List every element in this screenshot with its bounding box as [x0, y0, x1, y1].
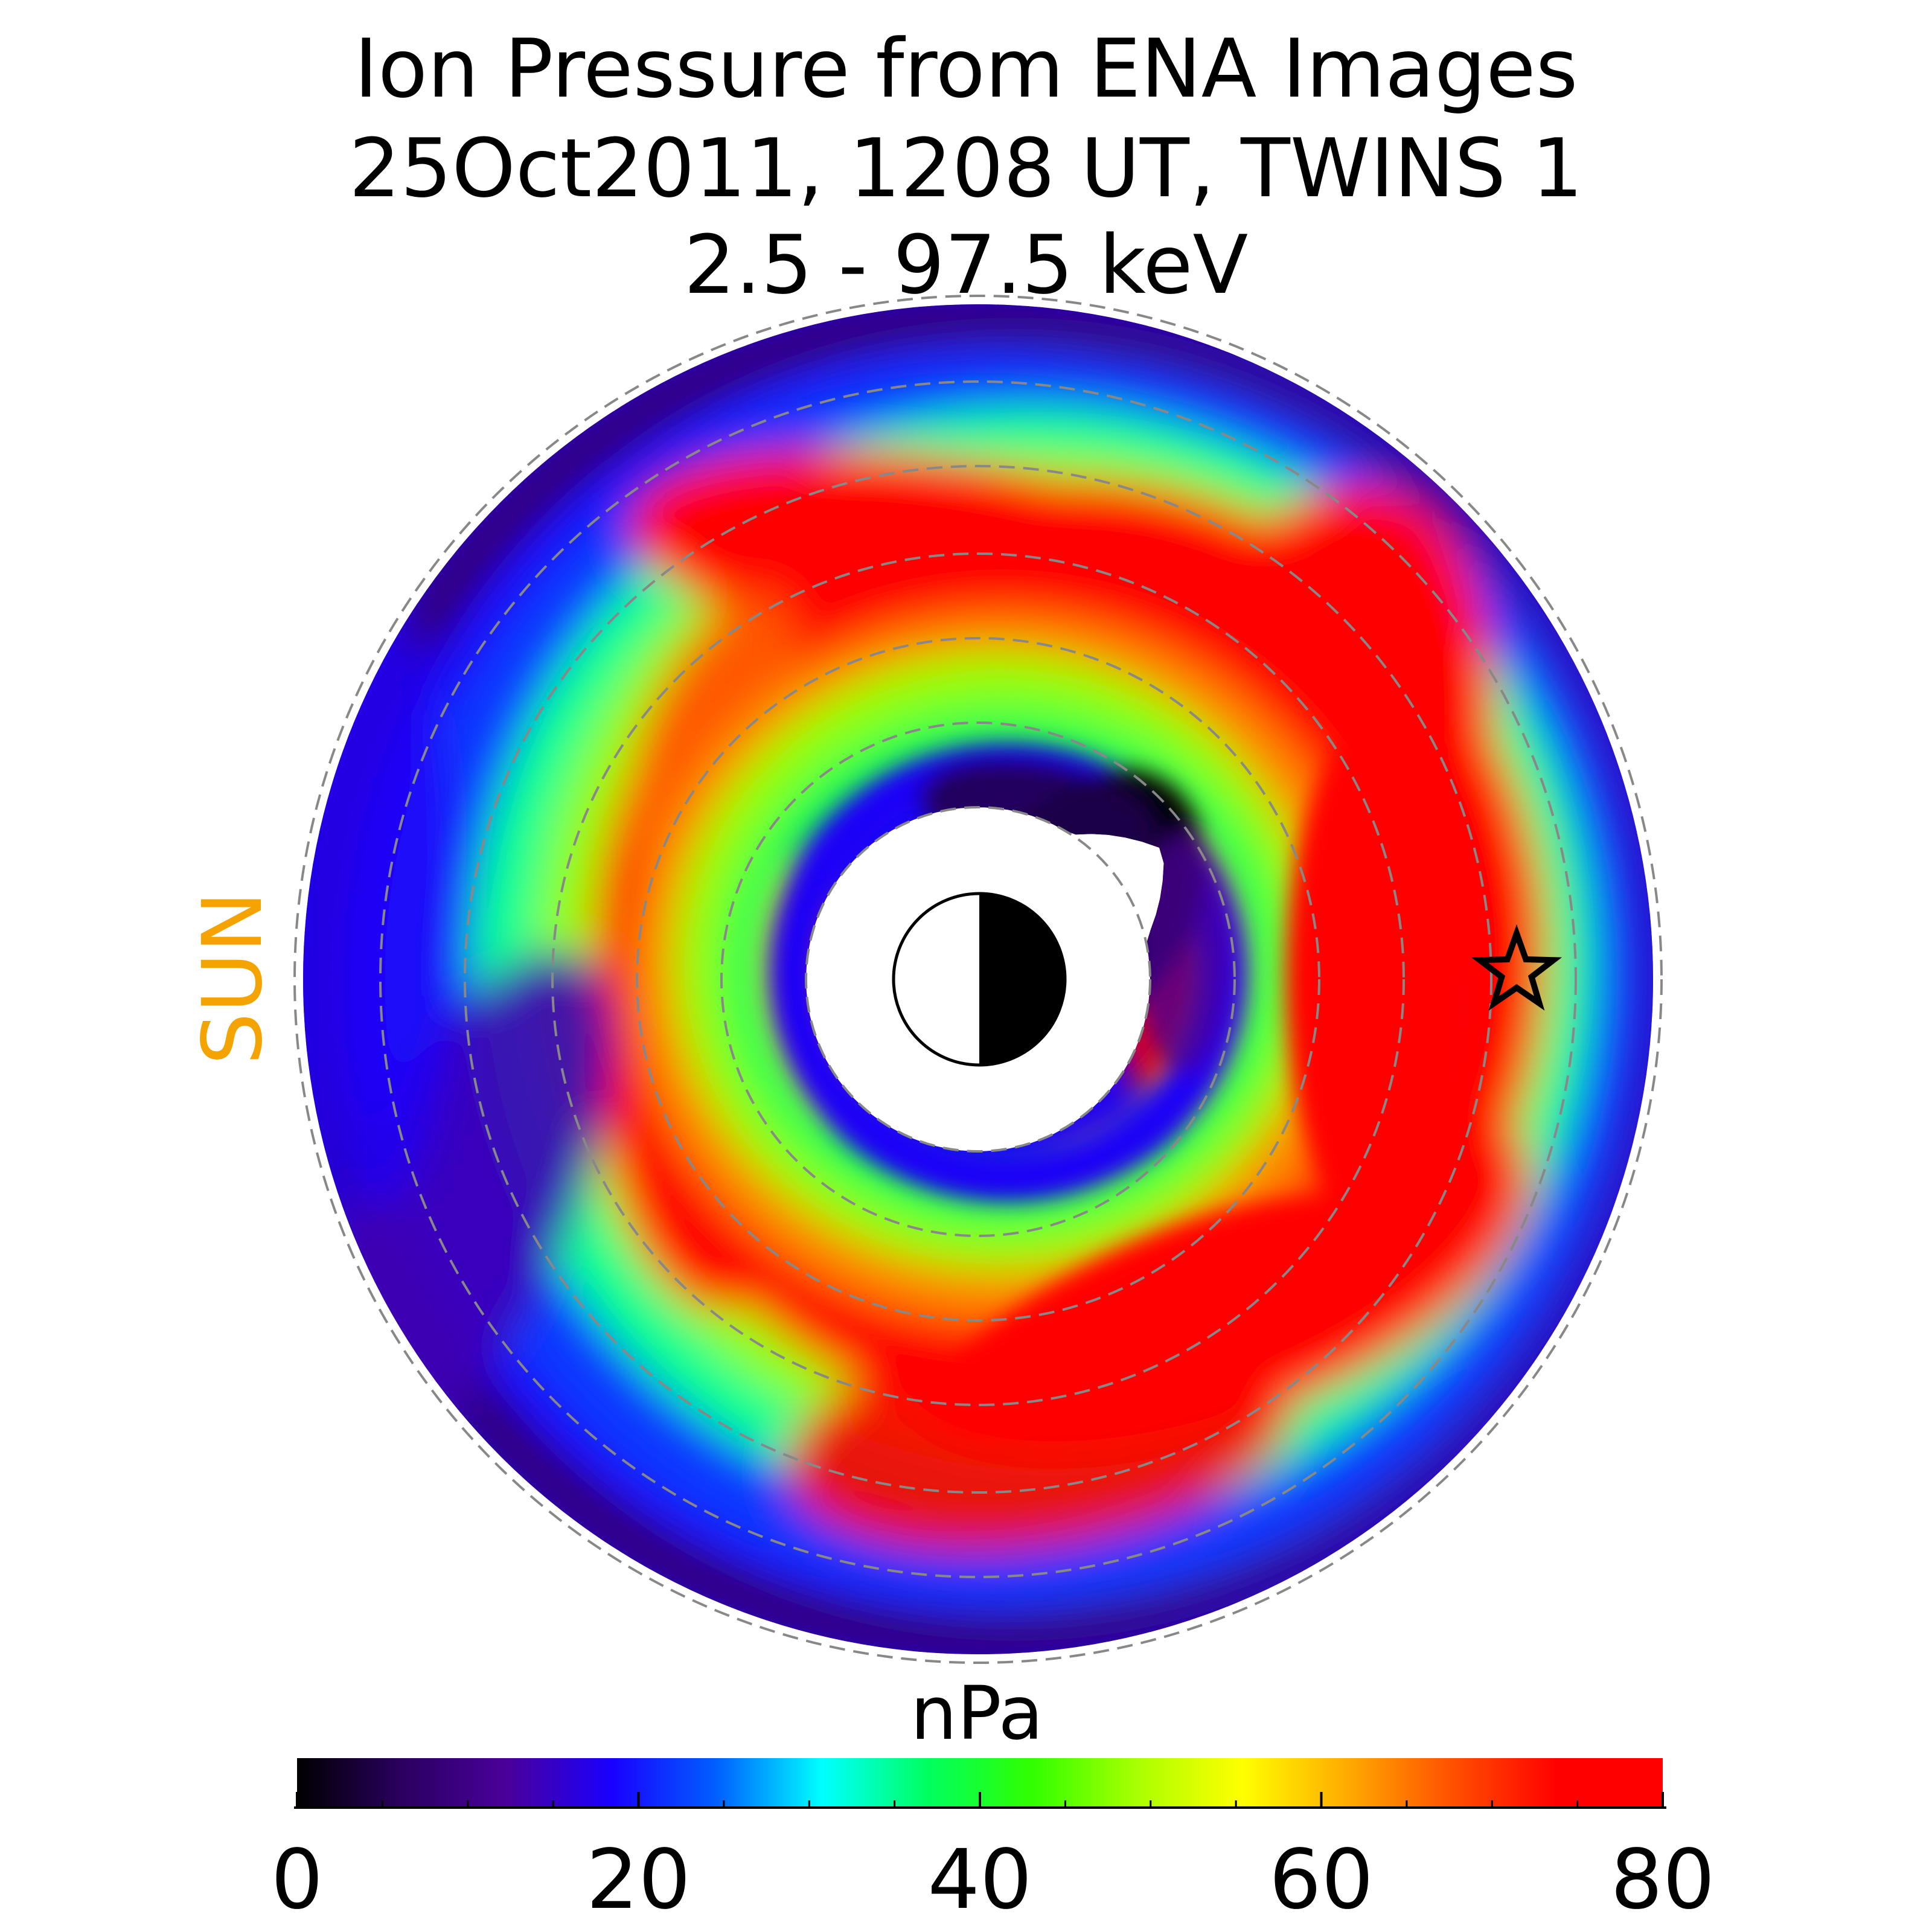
pressure-map	[303, 304, 1653, 1654]
grid-circles	[293, 295, 1663, 1664]
grid-circle	[551, 552, 1405, 1406]
title-line-3: 2.5 - 97.5 keV	[684, 218, 1249, 312]
colorbar-unit-label: nPa	[910, 1671, 1043, 1756]
title-line-1: Ion Pressure from ENA Images	[354, 22, 1578, 116]
colorbar-tick-label: 60	[1269, 1832, 1374, 1928]
spacecraft-star-icon	[1471, 924, 1563, 1011]
pressure-patch	[1135, 833, 1232, 1075]
pressure-patch	[936, 1199, 1358, 1433]
grid-circle	[379, 380, 1577, 1578]
title-line-2: 25Oct2011, 1208 UT, TWINS 1	[349, 121, 1583, 216]
earth-icon	[892, 892, 1067, 1067]
colorbar-tick-label: 80	[1610, 1832, 1715, 1928]
grid-circle	[636, 637, 1320, 1322]
pressure-patch	[303, 604, 459, 1208]
grid-circle	[293, 295, 1663, 1664]
pressure-band	[673, 653, 1319, 1270]
grid-circle	[720, 721, 1236, 1237]
colorbar-tick-label: 0	[271, 1832, 324, 1928]
grid-circle	[805, 806, 1151, 1153]
colorbar-tick-label: 40	[927, 1832, 1032, 1928]
earth-night-side	[979, 894, 1065, 1065]
colorbar-tick-label: 20	[586, 1832, 691, 1928]
colorbar-ticks: 0 20 40 60 80	[271, 1792, 1715, 1928]
pressure-patch	[1286, 724, 1467, 1232]
grid-circle	[464, 465, 1492, 1494]
sun-label: SUN	[185, 891, 281, 1065]
